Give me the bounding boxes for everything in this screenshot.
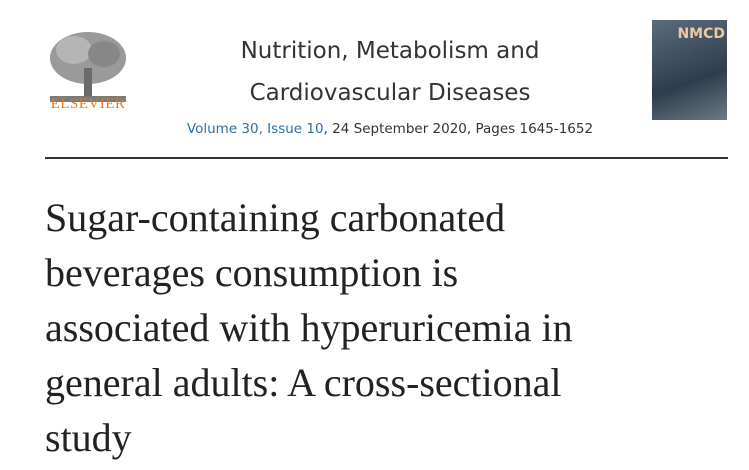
title-line: associated with hyperuricemia in [45, 305, 573, 350]
article-title: Sugar-containing carbonated beverages co… [45, 190, 573, 465]
title-line: Sugar-containing carbonated [45, 195, 506, 240]
volume-details: , 24 September 2020, Pages 1645-1652 [323, 121, 594, 137]
journal-cover [652, 20, 727, 120]
title-line: study [45, 415, 132, 460]
title-line: beverages consumption is [45, 250, 459, 295]
publisher-name: ELSEVIER [50, 96, 126, 112]
title-line: general adults: A cross-sectional [45, 360, 562, 405]
publisher-logo [44, 28, 132, 108]
journal-name: Nutrition, Metabolism and [240, 38, 540, 64]
cover-label: NMCD [677, 26, 725, 42]
volume-info: Volume 30, Issue 10, 24 September 2020, … [150, 121, 630, 137]
divider [45, 157, 728, 159]
journal-name: Cardiovascular Diseases [249, 80, 531, 106]
volume-link[interactable]: Volume 30, Issue 10 [186, 121, 324, 137]
